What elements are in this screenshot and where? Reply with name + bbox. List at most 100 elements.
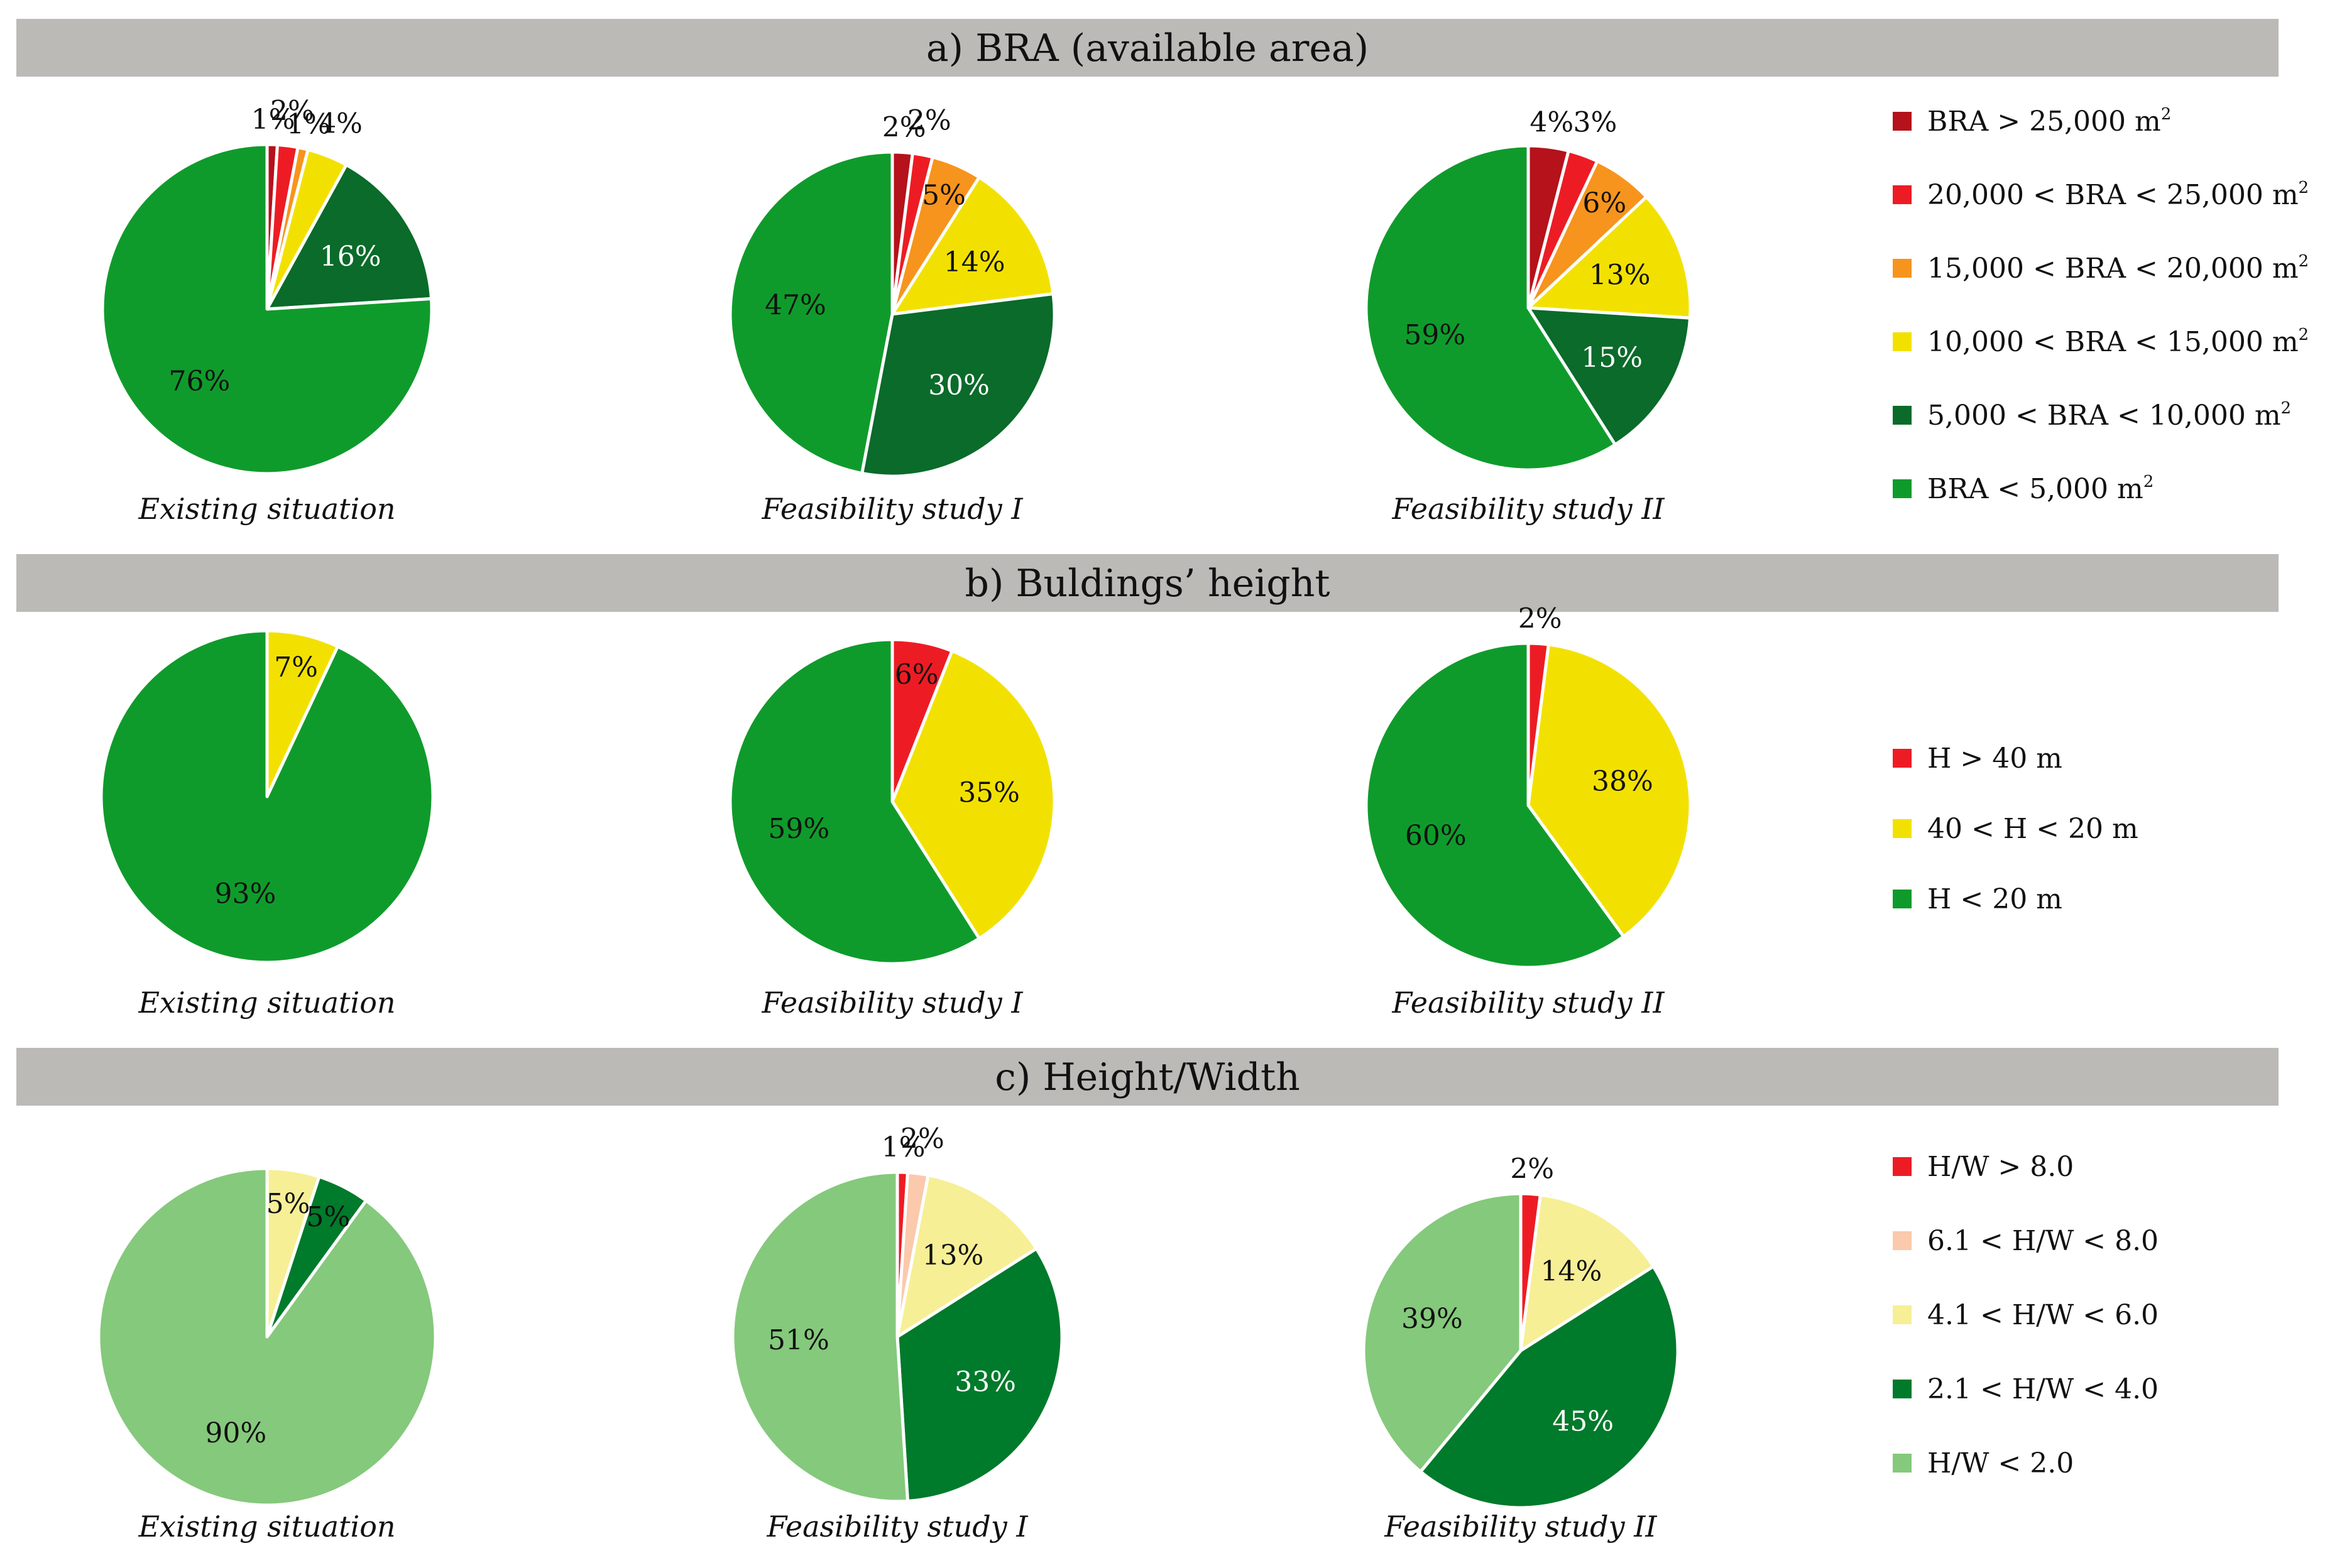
legend-swatch [1893,1380,1912,1398]
pie-caption: Feasibility study II [1391,492,1665,526]
legend-swatch [1893,1305,1912,1324]
pie-slice [1362,1192,1523,1474]
legend-swatch [1893,890,1912,908]
pie-slice-label: 1% [287,108,331,140]
pie-slice [1526,195,1692,320]
section-title: a) BRA (available area) [926,26,1369,70]
legend-swatch [1893,185,1912,204]
pie-slice-label: 4% [319,107,363,139]
pie-slice-label: 45% [1552,1406,1614,1438]
legend-label: 2.1 < H/W < 4.0 [1927,1373,2159,1405]
pie-slice-label: 1% [882,1131,926,1163]
pie-slice-label: 5% [266,1188,310,1220]
pie-caption: Existing situation [138,986,395,1020]
pie-slice-label: 2% [270,95,314,128]
legend-label: 6.1 < H/W < 8.0 [1927,1225,2159,1257]
legend: H > 40 m 40 < H < 20 m H < 20 m [1893,743,2138,915]
section-banner [16,19,2279,77]
legend-entry: H < 20 m [1927,883,2062,915]
legend-label: H/W > 8.0 [1927,1151,2074,1183]
pie-slice [731,1170,909,1503]
pie-slice-label: 2% [1518,603,1562,635]
pie-slice-label: 59% [768,813,829,845]
pie-slice-label: 35% [958,776,1020,808]
legend-swatch [1893,406,1912,425]
pie-slice-label: 2% [882,112,926,144]
pie-slice [1419,1265,1680,1510]
pie-slice-label: 13% [1589,259,1651,291]
legend-label: H > 40 m [1927,743,2062,775]
pie-slice [895,1247,1064,1503]
pie-chart: 6% 35% 59% Feasibility study I [728,638,1056,1020]
legend-entry: 40 < H < 20 m [1927,813,2138,845]
pie-chart: 2% 14% 45% 39% Feasibility study II [1362,1153,1680,1544]
pie-slice-label: 5% [306,1201,350,1233]
legend-label: 5,000 < BRA < 10,000 m [1927,400,2281,432]
pie-chart: 1%2% 13% 33% 51% Feasibility study I [731,1123,1064,1544]
pie-slice-label: 14% [944,246,1005,278]
legend-superscript: 2 [2143,472,2154,491]
legend-swatch [1893,112,1912,131]
pie-caption: Existing situation [138,492,395,526]
pie-caption: Feasibility study I [762,986,1024,1020]
pie-slice-label: 30% [928,369,990,401]
pie-chart: 1%2%1%4%16%76%Existing situation [101,95,434,526]
pie-slice-label: 33% [955,1366,1016,1398]
pie-slice-label: 59% [1404,319,1465,351]
legend-label: BRA > 25,000 m [1927,106,2161,138]
pie-slice-label: 13% [922,1239,984,1271]
pie-slice-label: 1% [251,104,295,136]
pie-slice-label: 7% [274,651,318,683]
legend-superscript: 2 [2299,325,2309,344]
pie-slice-label: 2% [1510,1153,1554,1185]
pie-slice [1526,643,1692,939]
pie-slice [1526,306,1692,447]
legend-label: BRA < 5,000 m [1927,473,2143,505]
pie-caption: Feasibility study I [762,492,1024,526]
pie-slice-label: 2% [900,1123,944,1155]
pie-slice [97,1167,437,1507]
legend-entry: 15,000 < BRA < 20,000 m2 [1927,252,2309,285]
pie-slice [890,175,1055,316]
section-title: b) Buldings’ height [965,562,1330,606]
pie-caption: Feasibility study I [767,1510,1029,1544]
pie-slice-label: 16% [320,241,381,273]
legend: H/W > 8.0 6.1 < H/W < 8.0 4.1 < H/W < 6.0 2… [1893,1151,2159,1479]
legend-swatch [1893,332,1912,351]
legend-label: H/W < 2.0 [1927,1447,2074,1479]
pie-slice [895,1173,1038,1339]
pie-slice-label: 4% [1530,106,1574,138]
legend-swatch [1893,479,1912,498]
pie-caption: Feasibility study II [1391,986,1665,1020]
legend-superscript: 2 [2281,399,2292,418]
pie-chart: 2%2% 5% 14% 30% 47% Feasibility study I [728,105,1056,526]
legend-entry: 10,000 < BRA < 15,000 m2 [1927,325,2309,358]
legend-entry: 20,000 < BRA < 25,000 m2 [1927,178,2309,211]
legend-entry: BRA < 5,000 m2 [1927,472,2154,505]
pie-slice-label: 60% [1405,820,1467,852]
pie-slice [728,150,894,475]
pie-slice [101,143,434,476]
section-title: c) Height/Width [995,1055,1300,1099]
pie-slice [860,292,1056,478]
pie-slice [728,638,981,966]
legend-swatch [1893,1231,1912,1250]
legend-entry: H > 40 m [1927,743,2062,775]
pie-slice-label: 39% [1401,1303,1463,1335]
legend-label: 20,000 < BRA < 25,000 m [1927,179,2299,211]
pie-slice-label: 90% [205,1417,266,1449]
pie-slice-label: 5% [922,180,966,212]
pie-slice [1364,641,1626,969]
pie-slice-label: 38% [1592,766,1653,798]
legend-label: 4.1 < H/W < 6.0 [1927,1299,2159,1331]
legend-entry: 6.1 < H/W < 8.0 [1927,1225,2159,1257]
pie-slice [99,629,435,964]
pie-slice-label: 47% [765,289,826,321]
legend-superscript: 2 [2299,252,2309,271]
pie-chart: 2% 38% 60% Feasibility study II [1364,603,1692,1020]
pie-chart: 5%5% 90% Existing situation [97,1167,437,1544]
section-banner [16,1048,2279,1106]
legend-entry: 4.1 < H/W < 6.0 [1927,1299,2159,1331]
